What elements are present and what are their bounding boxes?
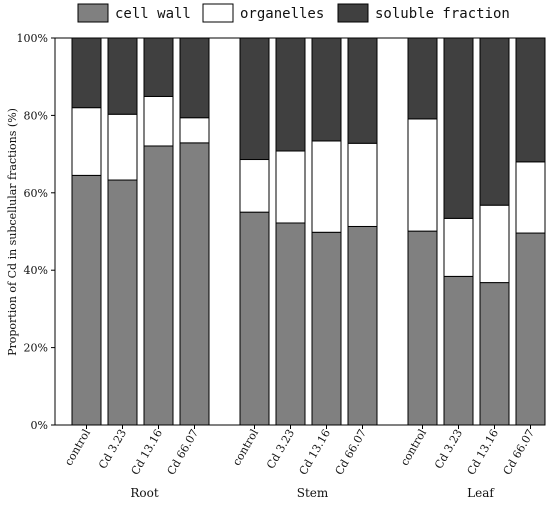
bar-stem-4-soluble-fraction <box>347 37 378 144</box>
x-tick-label: Cd 66.07 <box>165 427 201 477</box>
legend-label-soluble-fraction: soluble fraction <box>375 6 510 22</box>
y-tick-label: 20% <box>24 342 48 355</box>
bar-root-4-organelles <box>179 117 210 144</box>
bar-leaf-3-organelles <box>479 204 510 284</box>
bar-stem-4-cell-wall <box>347 225 378 426</box>
bar-leaf-1-organelles <box>407 118 438 232</box>
x-tick-label: control <box>230 427 261 468</box>
x-tick-label: Cd 66.07 <box>333 427 369 477</box>
x-tick-label: Cd 13.16 <box>129 427 165 477</box>
bar-leaf-2-soluble-fraction <box>443 37 474 219</box>
bar-root-2-organelles <box>107 113 138 181</box>
bar-stem-3-organelles <box>311 140 342 233</box>
y-axis-label: Proportion of Cd in subcellular fraction… <box>6 108 19 356</box>
legend-swatch-soluble-fraction <box>337 3 369 23</box>
x-tick-label: Cd 3.23 <box>264 427 297 471</box>
bar-stem-2-organelles <box>275 150 306 224</box>
bar-leaf-1-soluble-fraction <box>407 37 438 120</box>
y-tick-label: 60% <box>24 187 48 200</box>
legend-swatch-cell-wall <box>77 3 109 23</box>
bar-leaf-4-cell-wall <box>515 232 546 426</box>
bar-root-3-organelles <box>143 95 174 147</box>
legend: cell wall organelles soluble fraction <box>77 3 510 23</box>
bar-root-1-cell-wall <box>71 174 102 426</box>
bar-root-1-soluble-fraction <box>71 37 102 109</box>
bar-root-4-cell-wall <box>179 142 210 426</box>
bar-stem-2-cell-wall <box>275 222 306 426</box>
bar-stem-2-soluble-fraction <box>275 37 306 152</box>
y-tick-label: 0% <box>31 419 48 432</box>
bar-leaf-4-organelles <box>515 161 546 234</box>
y-tick-label: 80% <box>24 109 48 122</box>
group-label-leaf: Leaf <box>467 486 495 500</box>
x-tick-label: Cd 13.16 <box>465 427 501 477</box>
x-tick-label: Cd 66.07 <box>501 427 537 477</box>
bar-root-3-soluble-fraction <box>143 37 174 97</box>
bar-stem-1-soluble-fraction <box>239 37 270 161</box>
bar-root-3-cell-wall <box>143 145 174 426</box>
legend-swatch-organelles <box>202 3 234 23</box>
bar-root-4-soluble-fraction <box>179 37 210 119</box>
bar-stem-3-cell-wall <box>311 231 342 426</box>
bar-stem-3-soluble-fraction <box>311 37 342 142</box>
x-tick-label: control <box>62 427 93 468</box>
x-tick-label: Cd 3.23 <box>432 427 465 471</box>
x-tick-label: Cd 13.16 <box>297 427 333 477</box>
bar-root-2-cell-wall <box>107 179 138 426</box>
bars <box>71 37 546 426</box>
bar-leaf-2-cell-wall <box>443 275 474 426</box>
group-label-stem: Stem <box>297 486 329 500</box>
bar-stem-4-organelles <box>347 142 378 227</box>
bar-leaf-3-soluble-fraction <box>479 37 510 206</box>
group-label-root: Root <box>130 486 158 500</box>
legend-label-cell-wall: cell wall <box>115 6 191 22</box>
x-tick-label: control <box>398 427 429 468</box>
bar-root-2-soluble-fraction <box>107 37 138 115</box>
bar-leaf-1-cell-wall <box>407 230 438 426</box>
bar-leaf-4-soluble-fraction <box>515 37 546 163</box>
bar-leaf-2-organelles <box>443 217 474 277</box>
y-tick-label: 100% <box>17 32 48 45</box>
y-tick-label: 40% <box>24 264 48 277</box>
bar-stem-1-cell-wall <box>239 211 270 426</box>
bar-stem-1-organelles <box>239 159 270 213</box>
bar-leaf-3-cell-wall <box>479 282 510 426</box>
bar-root-1-organelles <box>71 107 102 176</box>
plot-frame <box>54 37 546 426</box>
x-tick-label: Cd 3.23 <box>96 427 129 471</box>
legend-label-organelles: organelles <box>240 6 324 22</box>
